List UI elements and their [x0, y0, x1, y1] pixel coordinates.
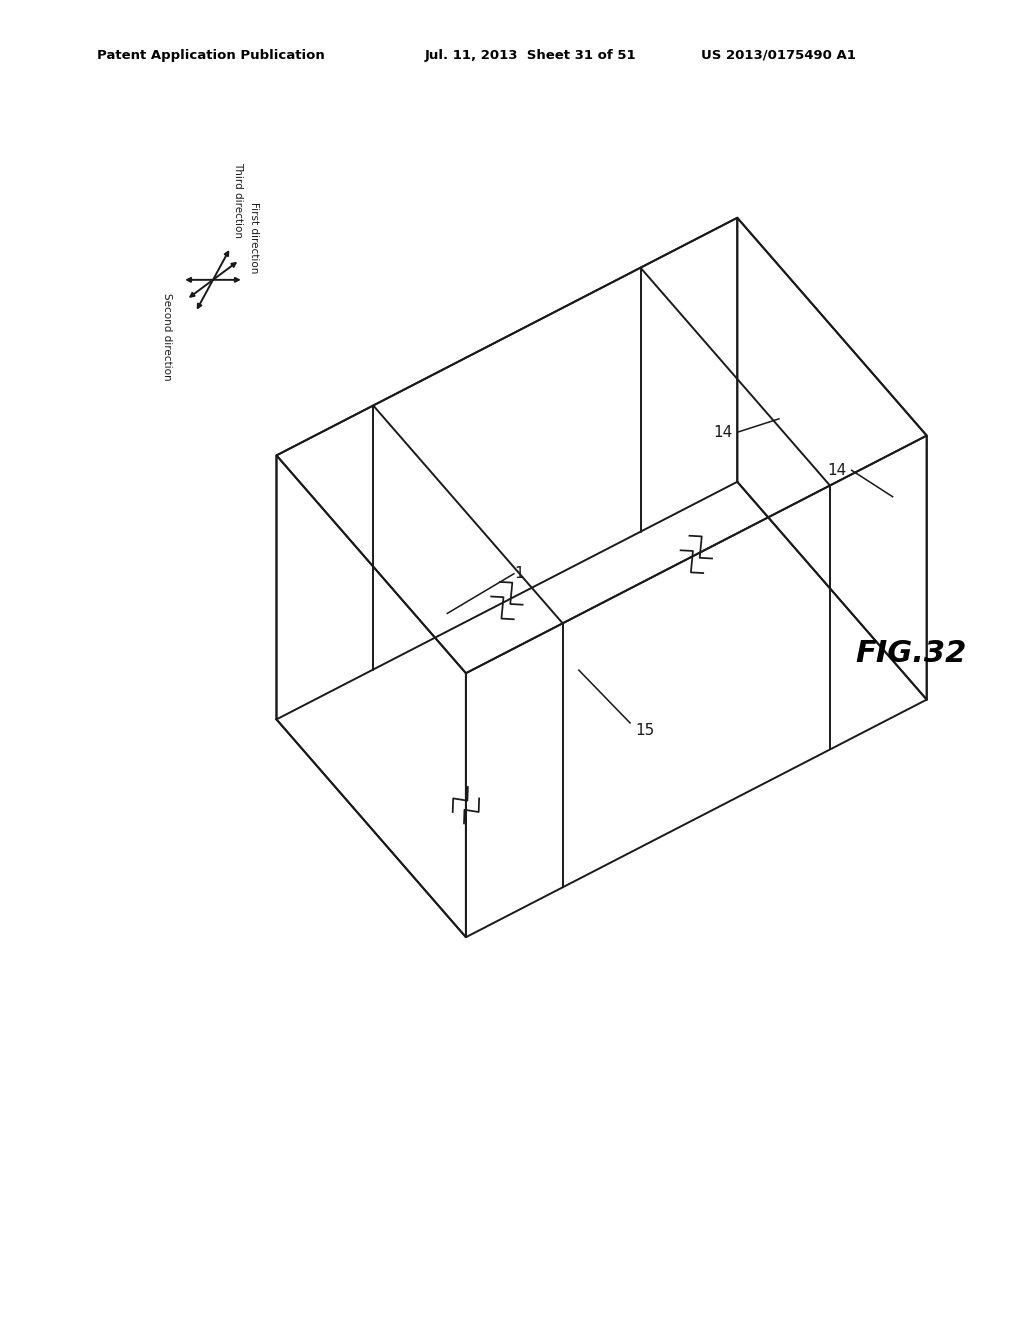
Text: Jul. 11, 2013  Sheet 31 of 51: Jul. 11, 2013 Sheet 31 of 51: [425, 49, 637, 62]
Text: First direction: First direction: [249, 202, 259, 273]
Text: 1: 1: [514, 566, 523, 581]
Text: FIG.32: FIG.32: [855, 639, 967, 668]
Text: 14: 14: [714, 425, 733, 440]
Text: 15: 15: [635, 723, 654, 738]
Text: Third direction: Third direction: [233, 161, 244, 238]
Text: 14: 14: [827, 463, 847, 478]
Text: US 2013/0175490 A1: US 2013/0175490 A1: [701, 49, 856, 62]
Text: Second direction: Second direction: [162, 293, 172, 380]
Text: Patent Application Publication: Patent Application Publication: [97, 49, 325, 62]
